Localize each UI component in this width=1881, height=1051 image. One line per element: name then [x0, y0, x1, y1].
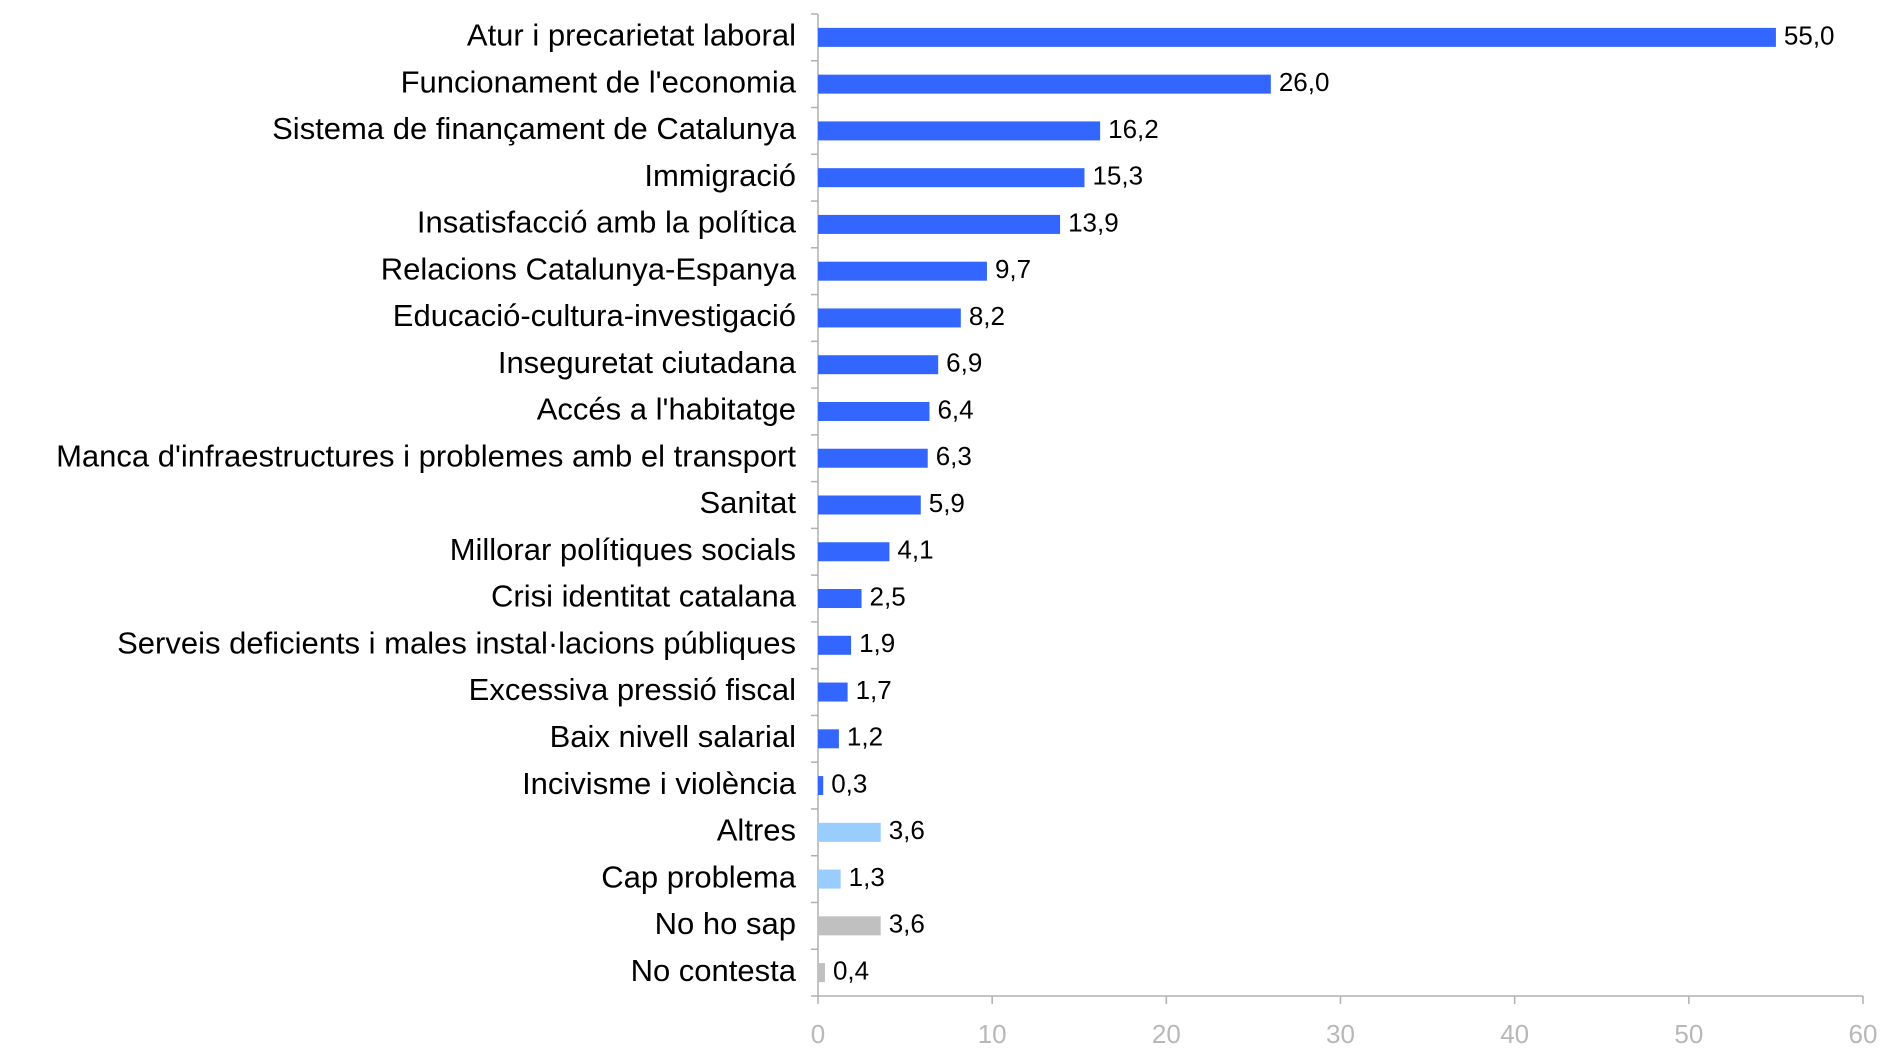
bar	[818, 776, 824, 796]
bar	[818, 261, 987, 281]
value-label: 5,9	[929, 488, 965, 518]
category-label: Sistema de finançament de Catalunya	[272, 111, 797, 146]
bar	[818, 355, 939, 375]
bar	[818, 27, 1776, 47]
category-label: Excessiva pressió fiscal	[469, 672, 796, 707]
value-label: 3,6	[889, 815, 925, 845]
category-label: No contesta	[631, 953, 797, 988]
category-label: Crisi identitat catalana	[491, 579, 797, 614]
value-label: 6,4	[937, 394, 973, 424]
category-label: Educació-cultura-investigació	[393, 298, 796, 333]
category-label: Cap problema	[601, 859, 796, 894]
category-label: Incivisme i violència	[522, 766, 797, 801]
value-label: 15,3	[1092, 161, 1143, 191]
bar	[818, 963, 825, 983]
category-label: Insatisfacció amb la política	[417, 205, 797, 240]
bar	[818, 495, 921, 515]
bar	[818, 401, 930, 421]
value-label: 1,2	[847, 722, 883, 752]
x-tick-label: 60	[1849, 1019, 1878, 1049]
bar	[818, 542, 890, 562]
category-label: Baix nivell salarial	[550, 719, 796, 754]
category-label: Altres	[717, 813, 796, 848]
category-label: Relacions Catalunya-Espanya	[381, 251, 797, 286]
category-label: Sanitat	[699, 485, 796, 520]
bar	[818, 308, 961, 328]
value-label: 26,0	[1279, 67, 1330, 97]
bar	[818, 448, 928, 468]
bar	[818, 822, 881, 842]
bar	[818, 589, 862, 609]
value-label: 2,5	[870, 581, 906, 611]
value-label: 0,4	[833, 955, 869, 985]
bar	[818, 682, 848, 702]
bar	[818, 74, 1271, 94]
value-label: 1,3	[849, 862, 885, 892]
bar	[818, 121, 1101, 141]
bar	[818, 729, 839, 749]
value-label: 6,3	[936, 441, 972, 471]
category-label: Immigració	[644, 158, 796, 193]
x-tick-label: 10	[978, 1019, 1007, 1049]
x-tick-label: 0	[811, 1019, 825, 1049]
x-tick-label: 20	[1152, 1019, 1181, 1049]
value-label: 4,1	[897, 535, 933, 565]
category-label: Inseguretat ciutadana	[498, 345, 797, 380]
value-label: 1,7	[856, 675, 892, 705]
value-label: 0,3	[831, 768, 867, 798]
category-label: Millorar polítiques socials	[450, 532, 796, 567]
category-label: Serveis deficients i males instal·lacion…	[117, 625, 796, 660]
x-tick-label: 50	[1674, 1019, 1703, 1049]
category-label: Atur i precarietat laboral	[467, 18, 796, 53]
category-label: Funcionament de l'economia	[401, 64, 797, 99]
category-label: Accés a l'habitatge	[537, 392, 796, 427]
value-label: 8,2	[969, 301, 1005, 331]
bar	[818, 168, 1085, 188]
value-label: 3,6	[889, 909, 925, 939]
value-label: 16,2	[1108, 114, 1159, 144]
x-tick-label: 30	[1326, 1019, 1355, 1049]
value-label: 55,0	[1784, 20, 1835, 50]
value-label: 9,7	[995, 254, 1031, 284]
value-label: 13,9	[1068, 207, 1119, 237]
bar	[818, 214, 1061, 234]
x-tick-label: 40	[1500, 1019, 1529, 1049]
bar	[818, 916, 881, 936]
value-label: 1,9	[859, 628, 895, 658]
category-label: Manca d'infraestructures i problemes amb…	[56, 438, 796, 473]
bar	[818, 635, 852, 655]
value-label: 6,9	[946, 348, 982, 378]
category-label: No ho sap	[655, 906, 796, 941]
bar	[818, 869, 841, 889]
